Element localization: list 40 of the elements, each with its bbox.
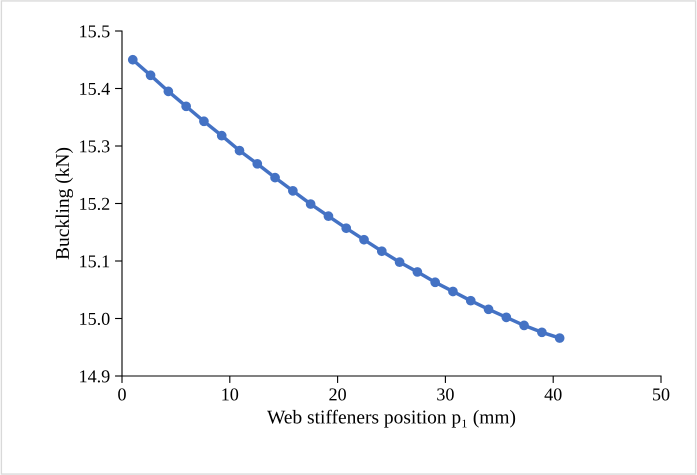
point	[199, 116, 209, 126]
point	[270, 172, 280, 182]
x-tick-label: 20	[329, 388, 346, 401]
point	[376, 246, 387, 256]
y-tick-label: 15.1	[80, 255, 110, 268]
y-tick-label: 15.3	[80, 140, 110, 153]
point	[181, 101, 192, 112]
y-tick-label: 15.2	[80, 198, 110, 210]
x-tick-label: 30	[437, 388, 454, 401]
x-tick-label: 10	[222, 388, 238, 401]
point	[359, 234, 369, 245]
y-axis-title: Buckling (kN)	[55, 148, 74, 260]
point	[501, 312, 512, 322]
point	[466, 296, 476, 306]
point	[163, 86, 174, 96]
point	[252, 158, 262, 169]
x-tick-label: 40	[544, 388, 562, 401]
y-tick-label: 15.0	[80, 312, 110, 326]
y-tick-label: 14.9	[80, 370, 110, 383]
point	[128, 54, 138, 65]
point	[146, 70, 156, 80]
point	[537, 327, 547, 338]
point	[430, 277, 440, 288]
x-tick-label: 50	[653, 388, 670, 401]
point	[306, 199, 316, 209]
point	[554, 333, 565, 343]
y-tick-label: 15.5	[80, 25, 110, 38]
point	[484, 304, 494, 314]
point	[234, 146, 244, 156]
point	[288, 186, 298, 196]
point	[324, 211, 334, 222]
point	[412, 267, 422, 277]
y-tick-label: 15.4	[80, 82, 110, 96]
point	[216, 130, 227, 141]
point	[519, 320, 529, 330]
point	[341, 223, 352, 234]
point	[448, 286, 458, 296]
x-tick-label: 0	[118, 388, 126, 401]
point	[394, 257, 404, 268]
x-axis-title: Web stiffeners position p₁ (mm)	[267, 410, 516, 428]
